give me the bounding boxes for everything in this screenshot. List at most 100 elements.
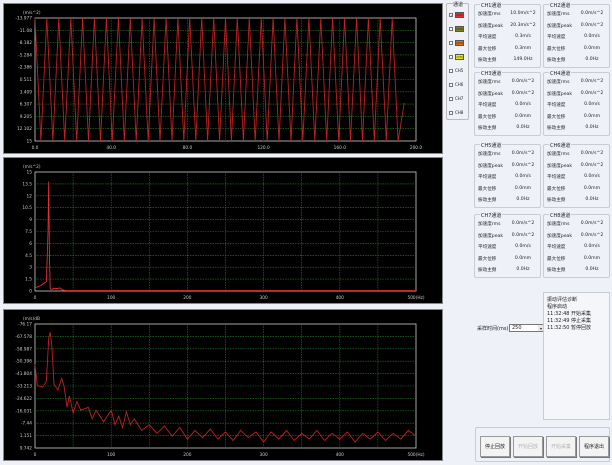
metric-row: 加速度peak 0.0m/s^2 — [547, 23, 606, 29]
metric-value: 0.0m/s^2 — [580, 22, 604, 28]
legend-label: CH2 — [455, 26, 464, 32]
metric-row: 平均速度 0.0m/s — [478, 244, 537, 250]
sampling-label: 采样时间(ms) — [477, 326, 509, 332]
metric-label: 加速度rms — [478, 80, 501, 85]
y-axis-unit: (m/s^2) — [23, 164, 41, 170]
y-tick-label: 3 — [29, 265, 32, 271]
legend-item-ch3[interactable]: CH3 — [449, 40, 464, 46]
y-tick-label: -7.44 — [21, 421, 32, 427]
checkbox[interactable] — [449, 68, 453, 73]
metric-row: 振动主频 0.0Hz — [478, 197, 537, 203]
button-group: 停止回放 开始回放 开始采集 程序退出 — [475, 427, 610, 462]
metric-row: 加速度peak 0.0m/s^2 — [478, 91, 537, 97]
x-tick-label: 40.0 — [106, 145, 116, 151]
metric-label: 平均速度 — [478, 245, 497, 250]
channel-group-ch8: CH8通道 加速度rms 0.0m/s^2 加速度peak 0.0m/s^2 平均速度 0.… — [543, 212, 610, 278]
legend-label: CH1 — [455, 12, 464, 18]
metric-row: 最大位移 0.0mm — [547, 114, 606, 120]
metric-row: 最大位移 0.0mm — [547, 256, 606, 262]
metric-label: 加速度peak — [547, 163, 572, 169]
y-axis-unit: (m/s^2) — [23, 10, 41, 16]
x-tick-label: 200 — [183, 295, 191, 301]
metric-row: 平均速度 0.0m/s — [547, 102, 606, 108]
y-tick-label: -67.578 — [15, 334, 32, 340]
legend-item-ch7[interactable]: CH7 — [449, 96, 463, 101]
x-tick-label: 200 — [183, 452, 191, 458]
metric-value: 0.0m/s — [584, 174, 600, 179]
metric-value: 0.3m/s — [515, 34, 531, 39]
metric-label: 加速度peak — [547, 233, 572, 239]
channel-group-ch2: CH2通道 加速度rms 0.0m/s^2 加速度peak 0.0m/s^2 平均速度 0.… — [543, 2, 610, 68]
metric-row: 平均速度 0.0m/s — [478, 174, 537, 180]
checkbox[interactable] — [449, 110, 453, 115]
metric-row: 加速度peak 0.0m/s^2 — [547, 233, 606, 239]
metric-row: 平均速度 0.0m/s — [547, 174, 606, 180]
metric-value: 0.0m/s^2 — [580, 221, 604, 226]
channel-title: CH5通道 — [480, 142, 503, 149]
metric-label: 振动主频 — [478, 198, 497, 203]
legend-item-ch5[interactable]: CH5 — [449, 68, 463, 73]
button-4[interactable]: 程序退出 — [579, 436, 609, 457]
x-tick-label: 300 — [259, 452, 267, 458]
metric-value: 0.0mm — [514, 113, 532, 119]
metric-value: 0.0m/s^2 — [580, 90, 604, 96]
checkbox[interactable]: ✓ — [449, 13, 454, 18]
metric-value: 0.0m/s^2 — [511, 162, 535, 168]
y-tick-label: 12 — [27, 193, 33, 199]
metric-value: 0.0Hz — [585, 197, 599, 202]
channel-title: CH8通道 — [549, 212, 572, 219]
metric-row: 振动主频 0.0Hz — [478, 267, 537, 273]
checkbox[interactable] — [449, 55, 453, 59]
metric-value: 0.0mm — [583, 185, 601, 191]
metric-label: 加速度peak — [547, 23, 572, 29]
metric-value: 0.0Hz — [516, 125, 530, 130]
metric-label: 振动主频 — [547, 268, 566, 273]
metric-row: 平均速度 0.0m/s — [478, 102, 537, 108]
y-tick-label: 10.5 — [22, 205, 32, 211]
legend-label: CH6 — [455, 82, 464, 87]
y-tick-label: -41.804 — [15, 371, 32, 377]
legend-item-ch6[interactable]: CH6 — [449, 82, 463, 87]
metric-row: 加速度peak 0.0m/s^2 — [478, 233, 537, 239]
metric-value: 0.0m/s^2 — [580, 151, 604, 156]
metric-value: 0.0m/s — [515, 244, 531, 249]
metric-row: 加速度rms 0.0m/s^2 — [478, 221, 537, 227]
time-waveform-chart: 15 12.102 9.205 6.307 3.409 0.511 -2.386 -5.284… — [3, 3, 443, 154]
channel-group-ch6: CH6通道 加速度rms 0.0m/s^2 加速度peak 0.0m/s^2 平均速度 0.… — [543, 142, 610, 208]
checkbox[interactable] — [449, 82, 453, 87]
metric-row: 最大位移 0.0mm — [478, 186, 537, 192]
legend-item-ch2[interactable]: CH2 — [449, 26, 464, 32]
metric-value: 0.0Hz — [585, 125, 599, 130]
metric-label: 振动主频 — [478, 268, 497, 273]
x-tick-label: 80.0 — [183, 145, 193, 151]
legend-item-ch1[interactable]: ✓ CH1 — [449, 12, 464, 18]
log-panel: 振动评估诊断 程序启动 11:32:48 开始采集 11:32:49 停止采集 11:… — [543, 292, 610, 420]
metric-row: 加速度rms 0.0m/s^2 — [478, 79, 537, 85]
metric-value: 0.0m/s^2 — [511, 79, 535, 84]
metric-label: 振动主频 — [547, 126, 566, 131]
legend-item-ch8[interactable]: CH8 — [449, 110, 463, 115]
button-3[interactable]: 开始采集 — [546, 436, 576, 457]
metric-row: 振动主频 0.0Hz — [547, 267, 606, 273]
legend-item-ch4[interactable]: CH4 — [449, 54, 464, 60]
checkbox[interactable] — [449, 27, 453, 31]
button-1[interactable]: 停止回放 — [480, 436, 510, 457]
chevron-down-icon[interactable]: ▾ — [538, 325, 544, 331]
db-spectrum-chart: 9.742 1.151 -7.44 -16.031 -24.622 -33.213 -41.… — [3, 309, 443, 461]
metric-value: 0.0m/s^2 — [580, 162, 604, 168]
checkbox[interactable] — [449, 96, 453, 101]
y-tick-label: 6 — [29, 241, 32, 247]
metric-label: 最大位移 — [547, 186, 566, 192]
button-2[interactable]: 开始回放 — [513, 436, 543, 457]
y-tick-label: 1.5 — [25, 277, 32, 283]
metric-label: 加速度rms — [547, 222, 570, 227]
sampling-time-select[interactable]: 250 ▾ — [509, 324, 545, 332]
log-line: 程序启动 — [547, 304, 568, 310]
channel-title: CH7通道 — [480, 212, 503, 219]
metric-label: 振动主频 — [547, 58, 566, 63]
x-tick-label: 300 — [259, 295, 267, 301]
checkbox[interactable] — [449, 41, 453, 45]
metric-label: 加速度rms — [547, 152, 570, 157]
metric-row: 加速度rms 0.0m/s^2 — [547, 221, 606, 227]
metric-value: 0.0mm — [583, 45, 601, 51]
